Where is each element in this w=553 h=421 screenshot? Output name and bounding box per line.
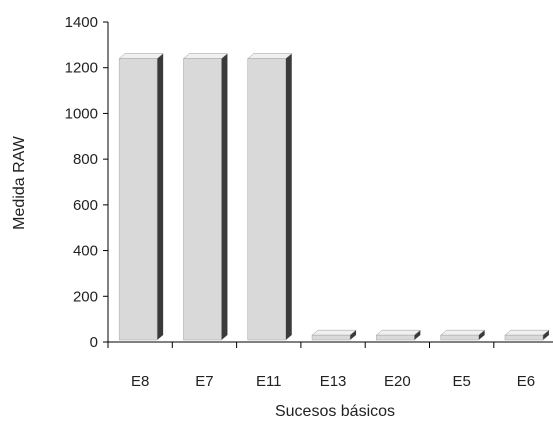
bar-top <box>439 329 486 336</box>
y-tick-label: 1200 <box>65 60 98 77</box>
bar-front <box>440 334 479 341</box>
x-axis-label: Sucesos básicos <box>275 403 395 420</box>
bar-top <box>182 53 229 59</box>
y-tick-label: 200 <box>73 288 98 305</box>
x-tick-label: E6 <box>517 373 535 390</box>
bar-side <box>350 330 357 340</box>
bar-front <box>118 58 158 341</box>
bars <box>118 53 550 341</box>
y-tick-label: 800 <box>73 151 98 168</box>
bar-side <box>285 53 292 340</box>
y-tick-label: 1400 <box>65 14 98 31</box>
bar-side <box>478 330 485 340</box>
x-tick-label: E7 <box>195 373 213 390</box>
bar-front <box>504 334 544 341</box>
bar-front <box>376 334 415 341</box>
x-axis: E8 E7 E11 E13 E20 E5 E6 <box>107 341 553 390</box>
bar-E7 <box>182 53 229 341</box>
bar-side <box>221 53 228 340</box>
bar-front <box>247 58 286 341</box>
bar-side <box>157 53 164 340</box>
y-axis: 0 200 400 600 800 1000 1200 1400 <box>65 14 109 351</box>
bar-E6 <box>504 329 550 341</box>
bar-front <box>311 334 351 341</box>
x-tick-label: E5 <box>452 373 470 390</box>
bar-top <box>504 329 550 336</box>
bar-E11 <box>247 53 293 341</box>
bar-top <box>311 329 357 336</box>
bar-E8 <box>118 53 164 341</box>
bar-E20 <box>375 329 422 341</box>
bar-top <box>118 53 164 59</box>
y-tick-label: 400 <box>73 243 98 260</box>
bar-E5 <box>439 329 486 341</box>
bar-side <box>542 330 549 340</box>
x-tick-label: E13 <box>320 373 347 390</box>
bar-front <box>183 58 222 341</box>
x-tick-label: E20 <box>384 373 411 390</box>
bar-side <box>414 330 421 340</box>
x-tick-label: E8 <box>131 373 149 390</box>
y-tick-label: 0 <box>90 334 98 351</box>
bar-E13 <box>311 329 357 341</box>
y-axis-label: Medida RAW <box>11 135 28 230</box>
y-tick-label: 600 <box>73 197 98 214</box>
bar-top <box>247 53 293 59</box>
bar-top <box>375 329 422 336</box>
x-tick-label: E11 <box>256 373 282 390</box>
y-tick-label: 1000 <box>65 105 98 122</box>
